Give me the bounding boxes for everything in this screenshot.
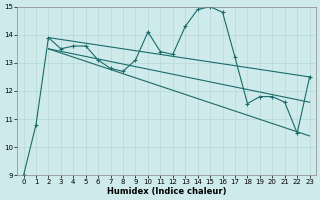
X-axis label: Humidex (Indice chaleur): Humidex (Indice chaleur) [107, 187, 226, 196]
